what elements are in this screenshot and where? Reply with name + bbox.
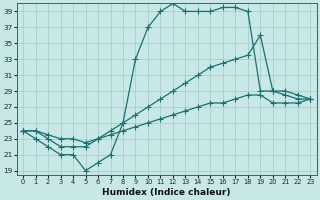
X-axis label: Humidex (Indice chaleur): Humidex (Indice chaleur) bbox=[102, 188, 231, 197]
